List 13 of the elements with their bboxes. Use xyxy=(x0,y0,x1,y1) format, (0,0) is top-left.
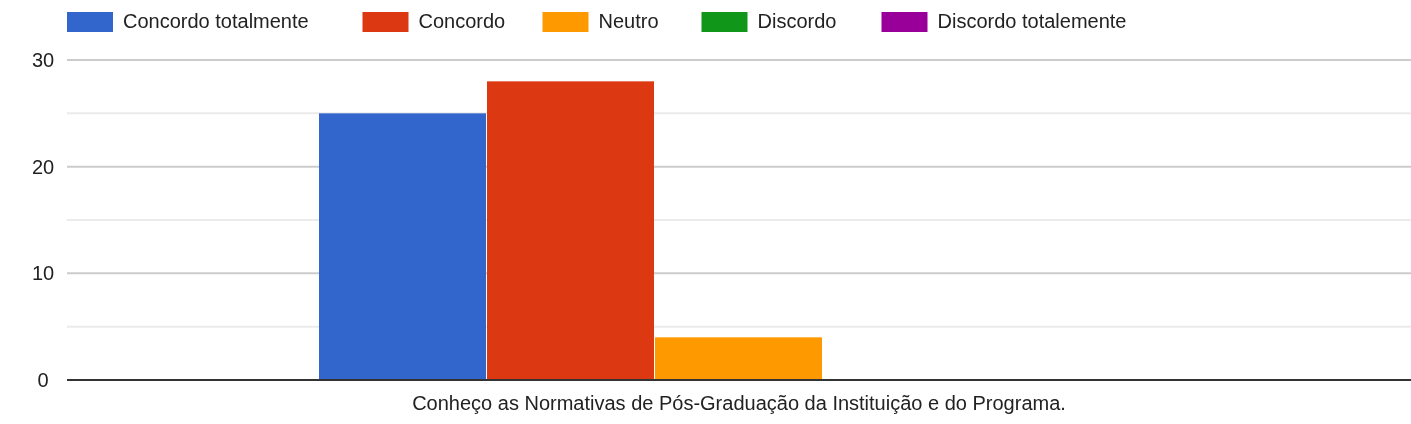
legend-label: Neutro xyxy=(598,10,659,32)
y-tick-label: 10 xyxy=(31,262,55,285)
legend-label: Discordo totalemente xyxy=(937,10,1127,32)
legend-label: Concordo xyxy=(418,10,506,32)
bar xyxy=(655,337,822,380)
legend-label: Discordo xyxy=(757,10,837,32)
y-tick-label: 30 xyxy=(31,49,55,71)
legend-label: Concordo totalmente xyxy=(123,10,309,32)
x-tick-label: Conheço as Normativas de Pós-Graduação da Instituição e do Programa. xyxy=(412,392,1066,414)
y-tick-label: 20 xyxy=(31,155,55,178)
y-tick-label: 0 xyxy=(37,369,49,391)
bar xyxy=(487,81,654,380)
bar xyxy=(319,113,486,380)
